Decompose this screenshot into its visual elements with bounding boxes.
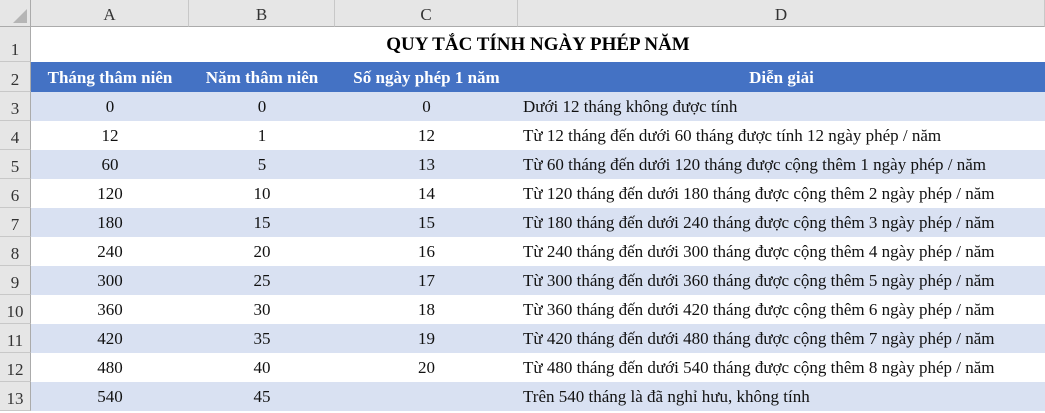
table-cell[interactable]: Từ 240 tháng đến dưới 300 tháng được cộn… xyxy=(523,242,995,261)
table-row: 480 40 20 Từ 480 tháng đến dưới 540 tháng đ… xyxy=(31,353,1045,382)
row-header-9[interactable]: 9 xyxy=(0,266,31,295)
table-cell[interactable]: 480 xyxy=(97,358,123,377)
select-all-button[interactable] xyxy=(0,0,31,27)
row-header-7[interactable]: 7 xyxy=(0,208,31,237)
column-header-B[interactable]: B xyxy=(189,0,335,27)
table-cell[interactable]: 16 xyxy=(418,242,435,261)
table-cell[interactable]: 0 xyxy=(257,97,267,116)
table-cell[interactable]: 15 xyxy=(253,213,271,232)
table-row: 0 0 0 Dưới 12 tháng không được tính xyxy=(31,92,1045,121)
table-cell[interactable]: 300 xyxy=(97,271,123,290)
table-cell[interactable] xyxy=(335,382,518,411)
table-cell[interactable]: Từ 300 tháng đến dưới 360 tháng được cộn… xyxy=(523,271,995,290)
table-cell[interactable]: 0 xyxy=(422,97,431,116)
row-header-11[interactable]: 11 xyxy=(0,324,31,353)
table-cell[interactable]: 19 xyxy=(418,329,435,348)
column-header-A[interactable]: A xyxy=(31,0,189,27)
header-cell[interactable]: Năm thâm niên xyxy=(205,68,319,87)
table-cell[interactable]: 25 xyxy=(253,271,271,290)
row-header-12[interactable]: 12 xyxy=(0,353,31,382)
header-cell[interactable]: Tháng thâm niên xyxy=(47,68,173,87)
row-header-3[interactable]: 3 xyxy=(0,92,31,121)
table-cell[interactable]: Từ 180 tháng đến dưới 240 tháng được cộn… xyxy=(523,213,995,232)
table-cell[interactable]: 30 xyxy=(253,300,271,319)
table-cell[interactable]: 0 xyxy=(105,97,115,116)
row-header-6[interactable]: 6 xyxy=(0,179,31,208)
table-cell[interactable]: 20 xyxy=(253,242,271,261)
header-cell[interactable]: Số ngày phép 1 năm xyxy=(353,68,500,87)
table-cell[interactable]: 12 xyxy=(418,126,435,145)
table-cell[interactable]: 17 xyxy=(418,271,435,290)
table-cell[interactable]: Từ 120 tháng đến dưới 180 tháng được cộn… xyxy=(523,184,995,203)
table-cell[interactable]: 20 xyxy=(418,358,435,377)
header-cell[interactable]: Diễn giải xyxy=(749,68,814,87)
column-header-D[interactable]: D xyxy=(518,0,1045,27)
table-cell[interactable]: 60 xyxy=(101,155,119,174)
table-cell[interactable]: 1 xyxy=(257,126,267,145)
table-cell[interactable]: Từ 480 tháng đến dưới 540 tháng được cộn… xyxy=(523,358,995,377)
table-cell[interactable]: Từ 420 tháng đến dưới 480 tháng được cộn… xyxy=(523,329,995,348)
sheet-title[interactable]: QUY TẮC TÍNH NGÀY PHÉP NĂM xyxy=(386,34,690,55)
table-cell[interactable]: 12 xyxy=(101,126,119,145)
table-row: 180 15 15 Từ 180 tháng đến dưới 240 tháng đ… xyxy=(31,208,1045,237)
header-row: Tháng thâm niên Năm thâm niên Số ngày phép… xyxy=(31,62,1045,92)
row-header-10[interactable]: 10 xyxy=(0,295,31,324)
table-row: 240 20 16 Từ 240 tháng đến dưới 300 tháng đ… xyxy=(31,237,1045,266)
table-cell[interactable]: Từ 60 tháng đến dưới 120 tháng được cộng… xyxy=(523,155,986,174)
table-cell[interactable]: 40 xyxy=(253,358,271,377)
table-cell[interactable]: Dưới 12 tháng không được tính xyxy=(523,97,738,116)
table-row: 60 5 13 Từ 60 tháng đến dưới 120 tháng được… xyxy=(31,150,1045,179)
table-row: 420 35 19 Từ 420 tháng đến dưới 480 tháng đ… xyxy=(31,324,1045,353)
table-cell[interactable]: 13 xyxy=(418,155,435,174)
table-cell[interactable]: 120 xyxy=(97,184,123,203)
table-cell[interactable]: 35 xyxy=(253,329,271,348)
table-cell[interactable]: 18 xyxy=(418,300,435,319)
table-row: 360 30 18 Từ 360 tháng đến dưới 420 tháng đ… xyxy=(31,295,1045,324)
table-cell[interactable]: 180 xyxy=(97,213,123,232)
table-cell[interactable]: 240 xyxy=(97,242,123,261)
table-row: 540 45 Trên 540 tháng là đã nghỉ hưu, khôn… xyxy=(31,382,1045,411)
table-row: 120 10 14 Từ 120 tháng đến dưới 180 tháng đ… xyxy=(31,179,1045,208)
table-cell[interactable]: Từ 12 tháng đến dưới 60 tháng được tính … xyxy=(523,126,942,145)
column-header-C[interactable]: C xyxy=(335,0,518,27)
table-cell[interactable]: 45 xyxy=(253,387,271,406)
row-header-2[interactable]: 2 xyxy=(0,62,31,92)
row-header-1[interactable]: 1 xyxy=(0,27,31,62)
table-cell[interactable]: Trên 540 tháng là đã nghỉ hưu, không tín… xyxy=(523,387,810,406)
table-cell[interactable]: 360 xyxy=(97,300,123,319)
row-header-4[interactable]: 4 xyxy=(0,121,31,150)
row-header-5[interactable]: 5 xyxy=(0,150,31,179)
table-cell[interactable]: 14 xyxy=(418,184,435,203)
table-cell[interactable]: 420 xyxy=(97,329,123,348)
table-cell[interactable]: 5 xyxy=(257,155,267,174)
table-cell[interactable]: 540 xyxy=(97,387,123,406)
table-cell[interactable]: 15 xyxy=(418,213,435,232)
table-row: 12 1 12 Từ 12 tháng đến dưới 60 tháng được … xyxy=(31,121,1045,150)
table-cell[interactable]: Từ 360 tháng đến dưới 420 tháng được cộn… xyxy=(523,300,995,319)
table-row: 300 25 17 Từ 300 tháng đến dưới 360 tháng đ… xyxy=(31,266,1045,295)
row-header-8[interactable]: 8 xyxy=(0,237,31,266)
row-header-13[interactable]: 13 xyxy=(0,382,31,411)
table-cell[interactable]: 10 xyxy=(253,184,271,203)
